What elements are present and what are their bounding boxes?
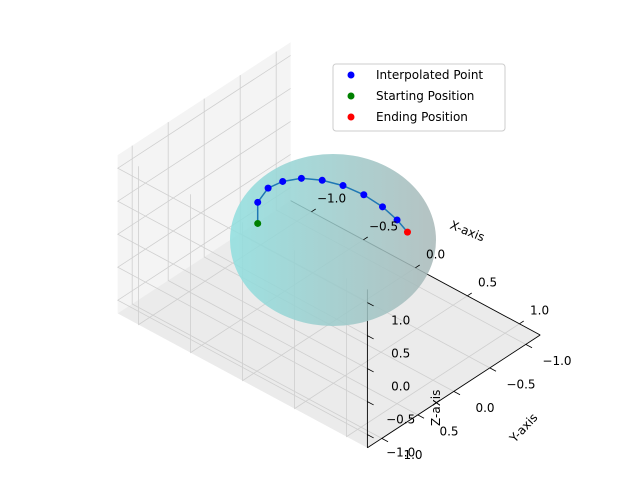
interpolated-point xyxy=(297,174,305,182)
interpolated-point xyxy=(379,203,387,211)
legend-marker xyxy=(347,71,355,79)
z-tick-mark xyxy=(367,302,374,307)
z-tick-mark xyxy=(367,335,374,340)
sphere-surface xyxy=(230,154,436,326)
x-tick-mark xyxy=(519,320,524,325)
tick-labels: −1.0 −1.0 −1.0 −0.5 −0.5 −0.5 0.0 0.0 0.0 0.5 0.5 0… xyxy=(311,192,572,462)
x-tick-label: −1.0 xyxy=(317,192,346,206)
x-tick-mark xyxy=(363,236,368,241)
starting-position-point xyxy=(254,219,262,227)
z-tick-mark xyxy=(367,401,374,406)
z-tick-label: −1.0 xyxy=(386,446,415,460)
interpolated-point xyxy=(254,198,262,206)
x-tick-mark xyxy=(415,264,420,269)
legend-label: Starting Position xyxy=(376,89,474,103)
grid-line-z xyxy=(117,154,368,402)
grid-line-y xyxy=(131,145,382,439)
legend-marker xyxy=(347,92,355,100)
x-tick-label: 1.0 xyxy=(530,304,549,318)
grid-line-x xyxy=(346,278,520,438)
x-tick-label: −0.5 xyxy=(369,220,398,234)
grid-line-y xyxy=(167,122,418,416)
x-tick-label: 0.5 xyxy=(478,276,497,290)
sphere-body xyxy=(230,154,436,326)
x-tick-mark xyxy=(311,208,316,213)
interpolated-point xyxy=(318,176,326,184)
y-axis-label: Y-axis xyxy=(506,411,540,446)
y-tick-mark xyxy=(381,438,389,443)
interpolated-point xyxy=(339,182,347,190)
data-series xyxy=(254,174,411,236)
y-tick-label: 0.0 xyxy=(475,401,494,415)
grid-line-z xyxy=(117,121,368,369)
x-axis-label: X-axis xyxy=(448,218,487,244)
legend-label: Ending Position xyxy=(376,110,468,124)
legend: Interpolated Point Starting Position Endin… xyxy=(332,63,506,132)
interpolated-point xyxy=(264,184,272,192)
y-tick-label: 0.5 xyxy=(439,425,458,439)
y-tick-mark xyxy=(453,391,461,396)
z-tick-label: −0.5 xyxy=(386,413,415,427)
y-tick-label: −0.5 xyxy=(506,378,535,392)
y-tick-mark xyxy=(417,414,425,419)
legend-box xyxy=(332,63,506,132)
y-tick-mark xyxy=(525,344,533,349)
z-tick-label: 0.0 xyxy=(391,380,410,394)
interpolated-point xyxy=(393,216,401,224)
z-tick-label: 1.0 xyxy=(391,314,410,328)
legend-label: Interpolated Point xyxy=(376,68,483,82)
y-tick-label: 1.0 xyxy=(403,448,422,462)
z-axis-label: Z-axis xyxy=(429,390,443,426)
x-tick-label: 0.0 xyxy=(426,248,445,262)
z-tick-mark xyxy=(367,434,374,439)
grid-line-y xyxy=(203,98,454,392)
z-tick-label: 0.5 xyxy=(391,347,410,361)
ending-position-point xyxy=(403,228,411,236)
x-tick-mark xyxy=(467,292,472,297)
interpolated-point xyxy=(360,191,368,199)
z-tick-mark xyxy=(367,368,374,373)
y-tick-label: −1.0 xyxy=(542,354,571,368)
legend-marker xyxy=(347,113,355,121)
y-tick-mark xyxy=(489,367,497,372)
interpolated-point xyxy=(279,177,287,185)
